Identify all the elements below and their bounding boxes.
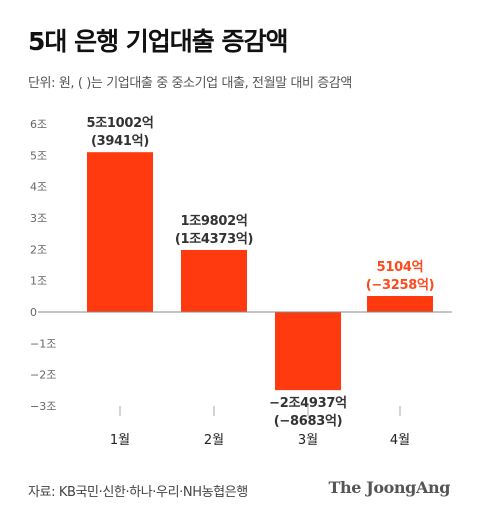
- bar: [367, 296, 433, 312]
- data-sublabel: (−3258억): [366, 278, 435, 293]
- y-tick-label: 2조: [30, 243, 47, 256]
- x-tick-label: 4월: [390, 433, 410, 448]
- bar: [275, 312, 341, 391]
- y-tick-label: −1조: [30, 337, 56, 350]
- y-tick-label: 5조: [30, 149, 47, 162]
- data-label: 5104억: [377, 260, 424, 275]
- source-note: 자료: KB국민·신한·하나·우리·NH농협은행: [28, 485, 248, 500]
- bar: [181, 249, 247, 312]
- data-label: 1조9802억: [180, 214, 247, 229]
- y-tick-label: 6조: [30, 118, 47, 131]
- brand-logo: The JoongAng: [328, 478, 451, 497]
- y-tick-label: 1조: [30, 275, 47, 288]
- chart-title: 5대 은행 기업대출 증감액: [28, 27, 289, 56]
- y-tick-label: 0: [30, 306, 37, 319]
- data-sublabel: (3941억): [91, 134, 149, 149]
- data-label: −2조4937억: [269, 396, 347, 411]
- data-sublabel: (−8683억): [274, 414, 343, 429]
- y-tick-label: −2조: [30, 369, 56, 382]
- x-tick-label: 3월: [298, 433, 318, 448]
- x-tick-label: 1월: [110, 433, 130, 448]
- chart-subtitle: 단위: 원, ( )는 기업대출 중 중소기업 대출, 전월말 대비 증감액: [28, 76, 352, 91]
- bar: [87, 152, 153, 312]
- y-tick-label: 3조: [30, 212, 47, 225]
- data-sublabel: (1조4373억): [175, 232, 253, 247]
- y-tick-label: −3조: [30, 400, 56, 413]
- x-tick-label: 2월: [204, 433, 224, 448]
- data-label: 5조1002억: [86, 116, 153, 131]
- y-tick-label: 4조: [30, 181, 47, 194]
- bar-chart: 6조 5조 4조 3조 2조 1조 0 −1조 −2조 −3조 1월 2월 3월 4월 5조1002억 (39…: [30, 116, 452, 448]
